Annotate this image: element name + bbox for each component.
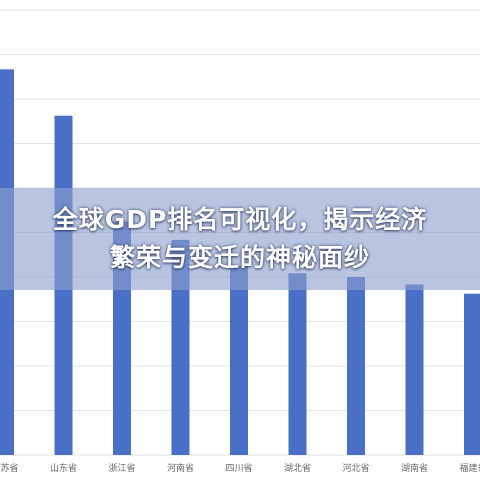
x-tick-label: 山东省	[50, 462, 77, 474]
x-tick-label: 河北省	[342, 462, 369, 474]
x-tick-label: 四川省	[225, 462, 252, 474]
x-tick-label: 湖北省	[284, 462, 311, 474]
bar-5	[230, 265, 248, 455]
title-overlay-banner: 全球GDP排名可视化，揭示经济繁荣与变迁的神秘面纱	[0, 188, 480, 290]
bar-4	[171, 239, 190, 455]
x-tick-label: 福建省	[459, 462, 480, 474]
bar-7	[347, 277, 365, 455]
x-tick-labels: 江苏省 山东省 浙江省 河南省 四川省 湖北省 河北省 湖南省 福建省	[0, 462, 480, 474]
x-tick-label: 河南省	[167, 462, 194, 474]
x-tick-label: 浙江省	[108, 462, 135, 474]
bar-9	[464, 293, 480, 455]
x-tick-label: 江苏省	[0, 462, 19, 474]
bar-6	[288, 273, 307, 455]
bar-8	[405, 284, 424, 455]
overlay-title: 全球GDP排名可视化，揭示经济繁荣与变迁的神秘面纱	[52, 205, 428, 272]
x-tick-label: 湖南省	[401, 462, 428, 474]
